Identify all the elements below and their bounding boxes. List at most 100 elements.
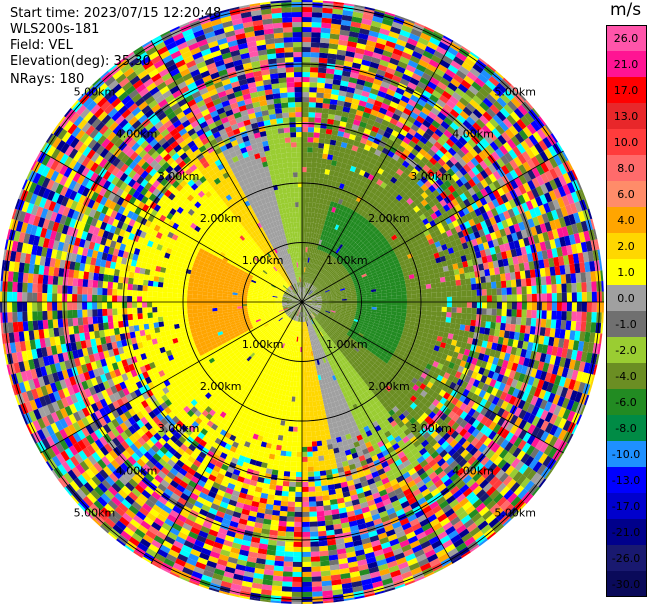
velocity-cell	[285, 526, 295, 532]
velocity-cell	[518, 409, 527, 420]
velocity-cell	[320, 434, 327, 441]
velocity-cell	[496, 302, 502, 309]
velocity-cell	[490, 387, 499, 397]
velocity-cell	[553, 415, 563, 427]
velocity-cell	[434, 386, 442, 395]
velocity-cell	[390, 314, 397, 319]
velocity-cell	[551, 302, 557, 311]
velocity-cell	[316, 306, 322, 309]
velocity-cell	[423, 356, 430, 364]
velocity-cell	[414, 352, 421, 359]
velocity-cell	[358, 320, 364, 325]
velocity-cell	[533, 334, 540, 344]
velocity-cell	[302, 491, 309, 497]
velocity-cell	[551, 383, 559, 395]
velocity-cell	[283, 556, 294, 562]
velocity-cell	[324, 514, 333, 521]
velocity-cell	[531, 310, 537, 319]
velocity-cell	[373, 334, 380, 340]
velocity-cell	[373, 322, 379, 327]
velocity-cell	[559, 329, 566, 339]
velocity-cell	[280, 450, 287, 457]
velocity-cell	[336, 308, 342, 311]
velocity-cell	[381, 304, 387, 308]
velocity-cell	[556, 302, 562, 312]
velocity-cell	[544, 433, 554, 445]
velocity-cell	[475, 345, 482, 353]
velocity-cell	[327, 443, 334, 450]
velocity-cell	[310, 546, 320, 552]
velocity-cell	[464, 324, 471, 332]
velocity-cell	[566, 368, 574, 380]
velocity-cell	[487, 355, 495, 364]
velocity-cell	[456, 307, 462, 314]
velocity-cells	[0, 0, 604, 604]
velocity-cell	[282, 576, 293, 582]
velocity-cell	[508, 369, 516, 379]
velocity-cell	[343, 328, 349, 333]
velocity-cell	[326, 318, 332, 323]
velocity-cell	[347, 320, 353, 325]
velocity-cell	[460, 341, 467, 349]
velocity-cell	[310, 307, 315, 311]
velocity-cell	[562, 408, 571, 420]
velocity-cell	[522, 411, 532, 422]
velocity-cell	[466, 307, 472, 314]
velocity-cell	[284, 466, 291, 472]
velocity-cell	[364, 330, 371, 335]
velocity-cell	[336, 306, 342, 309]
velocity-cell	[311, 396, 316, 402]
velocity-cell	[479, 327, 486, 335]
velocity-cell	[307, 461, 314, 467]
velocity-cell	[539, 327, 546, 337]
velocity-cell	[362, 324, 368, 329]
velocity-cell	[508, 331, 515, 340]
velocity-cell	[311, 305, 317, 308]
velocity-cell	[441, 337, 448, 344]
velocity-cell	[412, 356, 419, 364]
velocity-cell	[308, 396, 313, 402]
velocity-cell	[403, 362, 411, 369]
velocity-cell	[321, 303, 327, 305]
velocity-cell	[426, 302, 432, 307]
velocity-cell	[273, 500, 282, 506]
velocity-cell	[307, 381, 311, 387]
velocity-cell	[419, 383, 427, 391]
velocity-cell	[561, 311, 567, 321]
velocity-cell	[335, 309, 342, 312]
velocity-cell	[486, 308, 492, 316]
velocity-cell	[438, 346, 445, 354]
velocity-cell	[269, 524, 279, 531]
velocity-cell	[590, 374, 596, 386]
velocity-cell	[490, 321, 496, 330]
velocity-cell	[322, 315, 328, 319]
velocity-cell	[401, 355, 408, 362]
velocity-cell	[522, 432, 532, 443]
velocity-cell	[535, 428, 545, 440]
velocity-cell	[405, 312, 412, 318]
velocity-cell	[302, 496, 309, 502]
velocity-cell	[428, 396, 436, 404]
velocity-cell	[446, 338, 453, 345]
velocity-cell	[334, 312, 341, 316]
velocity-cell	[535, 407, 545, 419]
velocity-cell	[333, 316, 339, 320]
velocity-cell	[534, 351, 542, 362]
velocity-cell	[585, 352, 593, 364]
velocity-cell	[396, 311, 402, 316]
velocity-cell	[302, 376, 305, 382]
velocity-cell	[311, 303, 317, 305]
velocity-cell	[314, 476, 321, 482]
velocity-cell	[531, 302, 537, 311]
velocity-cell	[290, 406, 295, 412]
velocity-cell	[348, 317, 355, 321]
velocity-cell	[501, 375, 509, 385]
velocity-cell	[386, 360, 394, 367]
velocity-cell	[302, 426, 307, 432]
velocity-cell	[302, 451, 308, 457]
velocity-cell	[374, 320, 380, 325]
velocity-cell	[484, 347, 492, 356]
velocity-cell	[315, 307, 321, 311]
velocity-cell	[387, 326, 394, 332]
velocity-cell	[563, 377, 572, 389]
